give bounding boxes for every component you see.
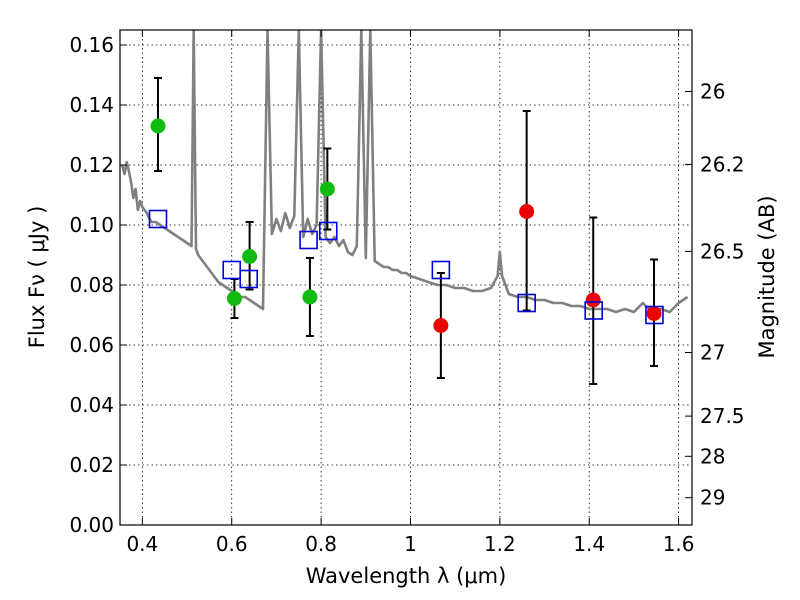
model-spectrum-layer	[120, 30, 689, 314]
y-tick-label: 0.00	[69, 513, 114, 537]
green-data-point	[226, 291, 242, 306]
model-photometry-square	[517, 293, 536, 313]
x-tick-label: 1.6	[663, 532, 695, 556]
model-spectrum-line	[120, 30, 689, 314]
y2-tick-label: 26.5	[700, 239, 745, 263]
model-photometry-square	[239, 269, 258, 289]
green-data-point	[319, 181, 335, 197]
y-axis-title: Flux Fν ( μJy )	[25, 206, 49, 349]
y2-tick-label: 29	[700, 486, 725, 510]
x-axis-title: Wavelength λ (μm)	[306, 564, 507, 588]
y2-tick-label: 27	[700, 341, 725, 365]
y-tick-label: 0.06	[69, 333, 114, 357]
y-tick-label: 0.16	[69, 33, 114, 57]
x-tick-label: 1.4	[573, 532, 605, 556]
y-tick-label: 0.14	[69, 93, 114, 117]
y-tick-label: 0.08	[69, 273, 114, 297]
model-photometry-square	[148, 209, 168, 229]
green-data-point	[150, 118, 166, 134]
grid-lines	[120, 30, 692, 525]
model-photometry-square	[431, 260, 451, 280]
y2-tick-label: 27.5	[700, 404, 745, 428]
red-data-point	[646, 306, 662, 321]
model-photometry-square	[299, 230, 318, 250]
green-data-point	[302, 289, 318, 305]
x-tick-label: 0.6	[216, 532, 248, 556]
model-photometry-square	[645, 305, 664, 325]
y-tick-label: 0.12	[69, 153, 114, 177]
x-tick-label: 0.8	[305, 532, 337, 556]
red-data-point	[585, 292, 601, 308]
y-tick-label: 0.10	[69, 213, 114, 237]
markers-layer	[148, 118, 664, 333]
y-tick-label: 0.04	[69, 393, 114, 417]
y2-tick-label: 26.2	[700, 152, 745, 176]
red-data-point	[519, 204, 535, 219]
model-photometry-square	[584, 301, 603, 320]
error-bars-layer	[153, 77, 659, 385]
green-data-point	[242, 249, 258, 264]
model-photometry-square	[318, 221, 338, 241]
y-tick-label: 0.02	[69, 453, 114, 477]
y2-tick-label: 26	[700, 80, 725, 104]
x-tick-label: 1	[404, 532, 417, 556]
y2-tick-label: 28	[700, 444, 725, 468]
plot-frame	[119, 29, 693, 526]
red-data-point	[433, 318, 449, 333]
x-tick-label: 1.2	[484, 532, 516, 556]
x-tick-label: 0.4	[126, 532, 158, 556]
y2-axis-title: Magnitude (AB)	[755, 195, 779, 358]
axis-ticks: 0.4 0.6 0.8 1 1.2 1.4 1.6 0.00 0.02 0.04 0.06 0.08 0…	[69, 30, 745, 556]
